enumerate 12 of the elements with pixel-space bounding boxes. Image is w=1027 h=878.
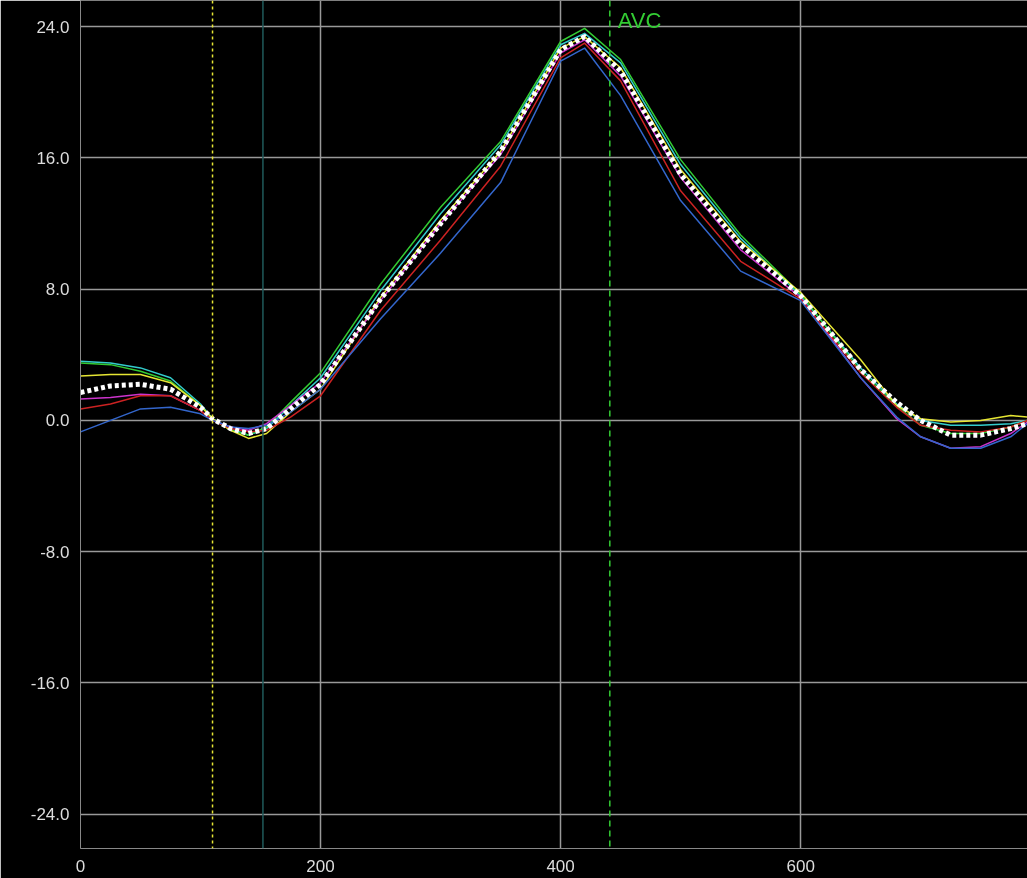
ref-line-label: AVC [617,7,662,33]
y-tick-label: -8.0 [40,542,70,562]
y-tick-label: 0.0 [45,411,70,431]
y-tick-label: -16.0 [30,673,70,693]
x-tick-label: 400 [546,856,575,876]
y-tick-label: 16.0 [36,148,70,168]
y-tick-label: 8.0 [45,280,70,300]
x-tick-label: 0 [75,856,86,876]
x-tick-label: 600 [786,856,815,876]
x-tick-label: 200 [306,856,335,876]
y-tick-label: 24.0 [36,17,70,37]
y-tick-label: -24.0 [30,805,70,825]
